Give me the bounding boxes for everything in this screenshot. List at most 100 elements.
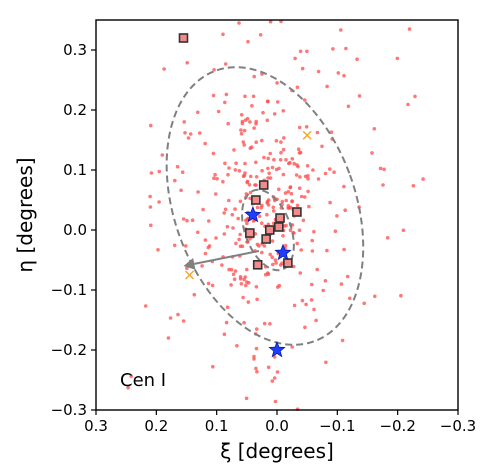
member-star-point [336, 71, 341, 75]
member-star-point [281, 147, 286, 152]
member-star-point [210, 283, 215, 288]
spectroscopic-squares-group [178, 33, 302, 270]
member-star-point [180, 170, 185, 174]
member-star-point [252, 357, 256, 361]
cross-marker [302, 130, 312, 140]
member-star-point [411, 184, 416, 188]
proper-motion-arrow-group [183, 250, 260, 270]
member-star-point [252, 126, 256, 130]
member-star-point [227, 267, 231, 272]
member-star-point [328, 200, 332, 205]
member-star-point [224, 92, 229, 97]
member-star-point [254, 346, 259, 351]
member-star-point [257, 244, 261, 248]
member-star-point [235, 344, 239, 348]
member-star-point [294, 173, 299, 177]
member-star-point [292, 161, 297, 166]
member-star-point [185, 218, 189, 223]
member-star-point [362, 301, 367, 306]
member-star-point [231, 226, 235, 230]
member-star-point [266, 156, 271, 161]
member-star-point [306, 189, 310, 194]
member-star-point [270, 255, 275, 259]
member-star-point [237, 21, 241, 25]
member-star-point [345, 274, 350, 279]
member-star-point [265, 118, 270, 123]
member-star-point [149, 123, 153, 128]
member-star-point [239, 113, 244, 117]
member-star-point [200, 264, 204, 268]
member-star-point [283, 243, 288, 248]
member-star-point [160, 153, 165, 157]
member-star-point [310, 282, 314, 287]
member-star-point [278, 158, 283, 162]
member-star-point [241, 140, 246, 144]
member-star-point [385, 236, 390, 240]
member-star-point [230, 212, 235, 217]
member-star-point [248, 120, 252, 124]
member-star-point [273, 258, 278, 262]
member-star-point [284, 198, 289, 203]
member-star-point [297, 228, 302, 232]
member-star-point [148, 194, 152, 199]
member-star-point [339, 282, 344, 286]
member-star-point [246, 39, 250, 44]
member-star-point [267, 171, 272, 176]
member-star-point [216, 109, 221, 114]
crosses-group [185, 130, 312, 280]
x-tick-label: −0.3 [440, 417, 476, 435]
member-star-point [265, 99, 270, 104]
member-star-point [241, 174, 246, 178]
spectroscopic-member-square [258, 180, 269, 190]
member-star-point [315, 267, 320, 272]
inner-ellipse [241, 188, 295, 272]
member-star-point [262, 321, 267, 326]
member-star-point [232, 277, 237, 282]
member-star-point [270, 379, 275, 383]
member-star-point [310, 249, 315, 253]
member-star-point [275, 81, 279, 85]
x-axis-ticks: 0.3 0.2 0.1 0.0 −0.1 −0.2 −0.3 [84, 410, 476, 435]
member-star-point [221, 179, 225, 184]
member-star-point [225, 305, 230, 310]
member-star-point [245, 267, 249, 272]
member-star-point [260, 168, 264, 173]
member-star-point [237, 169, 242, 173]
member-star-point [292, 303, 297, 308]
x-axis-label: ξ [degrees] [220, 439, 334, 463]
member-star-point [335, 214, 339, 218]
member-star-point [304, 125, 309, 129]
member-star-point [173, 178, 177, 183]
member-star-point [192, 292, 197, 297]
member-star-point [241, 295, 245, 300]
member-star-point [260, 138, 264, 143]
member-star-point [340, 338, 345, 343]
x-tick-label: 0.1 [205, 417, 229, 435]
member-star-point [275, 370, 280, 374]
member-star-point [342, 73, 346, 78]
member-star-point [268, 322, 272, 326]
member-star-point [206, 245, 211, 250]
spectroscopic-member-square [264, 225, 275, 235]
member-star-point [242, 320, 246, 325]
member-star-point [238, 199, 243, 204]
member-star-point [407, 27, 412, 31]
member-star-point [211, 151, 216, 156]
member-star-point [373, 294, 377, 299]
member-star-point [181, 319, 186, 323]
member-star-point [272, 157, 276, 162]
member-star-point [188, 132, 193, 136]
member-star-point [234, 161, 238, 165]
member-star-point [238, 232, 242, 237]
member-star-point [303, 195, 307, 199]
y-tick-label: −0.1 [51, 281, 87, 299]
member-star-point [260, 221, 264, 225]
member-star-point [234, 241, 238, 246]
outer-ellipse [165, 66, 365, 346]
member-star-point [244, 283, 248, 288]
y-tick-label: −0.2 [51, 341, 87, 359]
spectroscopic-member-square [275, 213, 285, 223]
member-star-point [289, 191, 294, 196]
member-star-point [270, 239, 275, 243]
member-star-point [305, 49, 309, 54]
